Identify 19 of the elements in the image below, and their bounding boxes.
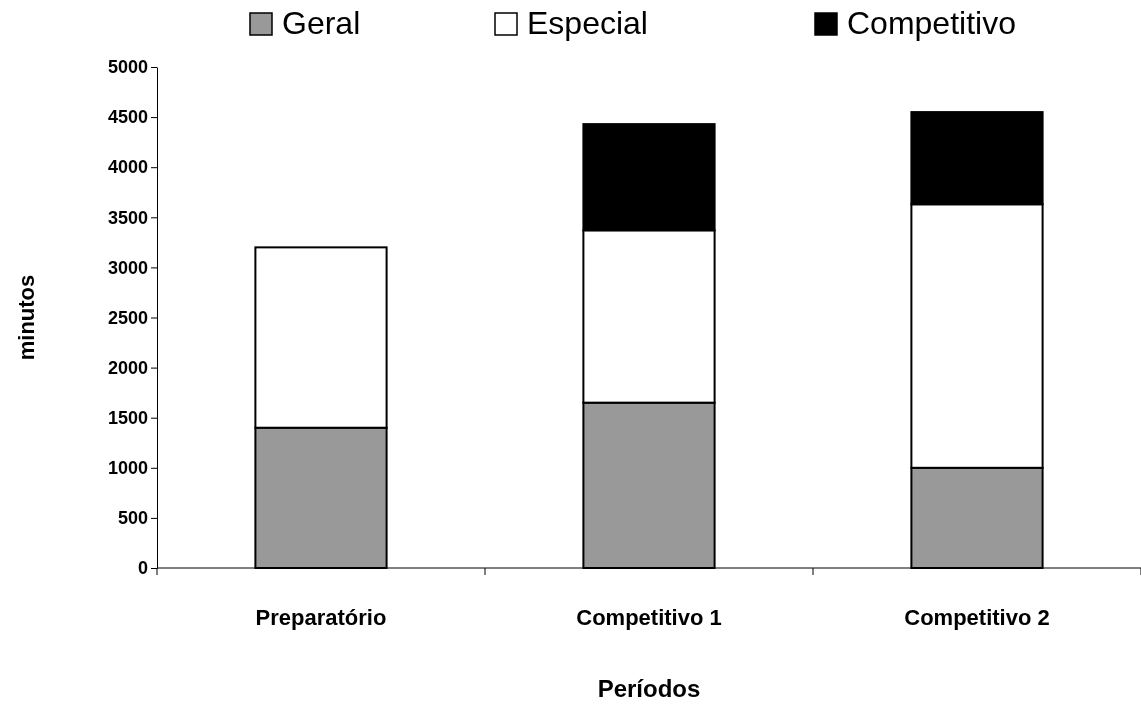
y-tick-label: 0 [137, 558, 148, 579]
y-axis-title: minutos [14, 274, 39, 361]
y-tick-label: 3000 [107, 257, 148, 278]
y-tick-label: 500 [117, 508, 148, 529]
y-tick-label: 4500 [107, 107, 148, 128]
y-tick-label: 2500 [107, 307, 148, 328]
y-tick-label: 1500 [107, 407, 148, 428]
x-tick-label: Competitivo 2 [904, 605, 1050, 630]
y-tick-label: 3500 [107, 207, 148, 228]
x-tick-label: Competitivo 1 [576, 605, 722, 630]
legend-label: Especial [527, 5, 648, 41]
y-tick-label: 2000 [107, 357, 148, 378]
y-tick-label: 1000 [107, 458, 148, 479]
x-tick-label: Preparatório [255, 605, 387, 630]
x-axis-title: Períodos [597, 675, 701, 702]
y-tick-label: 4000 [107, 157, 148, 178]
y-tick-label: 5000 [107, 57, 148, 78]
legend-label: Competitivo [847, 5, 1016, 41]
legend-label: Geral [282, 5, 361, 41]
